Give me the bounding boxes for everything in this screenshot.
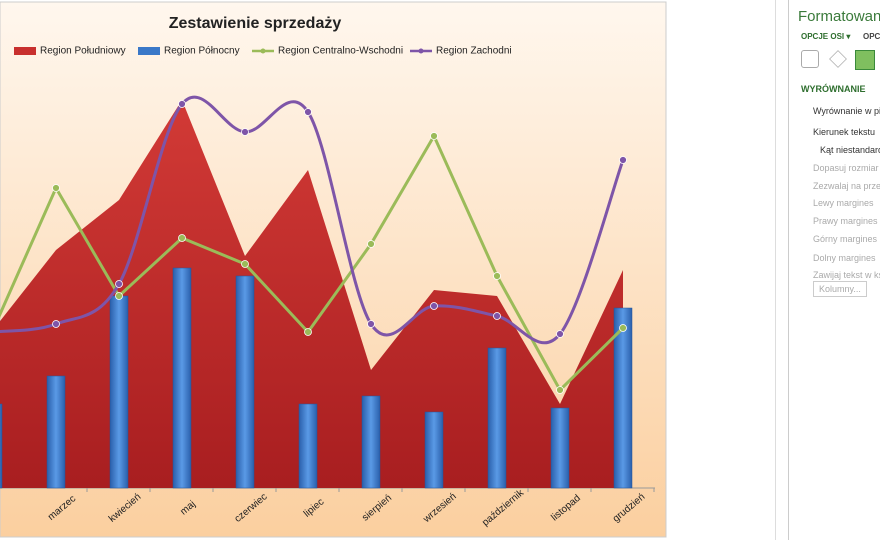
legend-swatch — [138, 47, 160, 55]
legend-label: Region Centralno-Wschodni — [278, 46, 403, 57]
bar — [46, 375, 66, 489]
bar — [487, 347, 507, 489]
pane-item[interactable]: Lewy margines — [813, 198, 874, 208]
chart: Zestawienie sprzedaży Region Południowy R… — [0, 1, 667, 538]
marker — [115, 280, 123, 288]
marker — [304, 108, 312, 116]
marker — [367, 320, 375, 328]
shape-icon[interactable] — [829, 50, 847, 68]
fill-icon[interactable] — [801, 50, 819, 68]
pane-title: Formatowanie — [798, 8, 880, 25]
legend-label: Region Północny — [164, 46, 240, 57]
bar — [235, 275, 255, 489]
marker — [52, 184, 60, 192]
marker — [367, 240, 375, 248]
bar — [550, 407, 570, 489]
pane-item[interactable]: Dopasuj rozmiar — [813, 163, 879, 173]
pane-item[interactable]: Wyrównanie w pionie — [813, 106, 880, 116]
marker — [619, 324, 627, 332]
bar — [172, 267, 192, 489]
bar — [361, 395, 381, 489]
tab[interactable]: OPCJE OSI ▾ — [801, 32, 851, 41]
marker — [178, 100, 186, 108]
area — [0, 100, 623, 488]
pane-item[interactable]: Kąt niestandardowy — [820, 145, 880, 155]
bar — [424, 411, 444, 489]
marker — [115, 292, 123, 300]
legend-marker — [260, 48, 266, 54]
section[interactable]: WYRÓWNANIE — [801, 84, 866, 94]
marker — [556, 386, 564, 394]
marker — [241, 128, 249, 136]
legend-marker — [418, 48, 424, 54]
size-icon[interactable] — [855, 50, 875, 70]
marker — [241, 260, 249, 268]
marker — [304, 328, 312, 336]
tab[interactable]: OPCJE — [863, 32, 880, 41]
pane-item[interactable]: Zawijaj tekst w kształcie — [813, 270, 880, 280]
bar — [109, 295, 129, 489]
bar — [613, 307, 633, 489]
pane-item[interactable]: Dolny margines — [813, 253, 876, 263]
divider — [775, 0, 776, 540]
marker — [493, 312, 501, 320]
marker — [493, 272, 501, 280]
bar — [298, 403, 318, 489]
marker — [619, 156, 627, 164]
marker — [52, 320, 60, 328]
legend-label: Region Południowy — [40, 46, 126, 57]
chart-title: Zestawienie sprzedaży — [169, 15, 342, 32]
marker — [430, 132, 438, 140]
bar — [0, 403, 3, 489]
format-pane: Formatowanie OPCJE OSI ▾ OPCJE WYRÓWNANI… — [788, 0, 880, 540]
button[interactable]: Kolumny... — [813, 281, 867, 297]
pane-item[interactable]: Górny margines — [813, 234, 878, 244]
marker — [178, 234, 186, 242]
marker — [430, 302, 438, 310]
pane-item[interactable]: Prawy margines — [813, 216, 878, 226]
pane-item[interactable]: Kierunek tekstu — [813, 127, 876, 137]
pane-item[interactable]: Zezwalaj na przepełnienie — [813, 181, 880, 191]
legend-label: Region Zachodni — [436, 46, 512, 57]
marker — [556, 330, 564, 338]
legend-swatch — [14, 47, 36, 55]
